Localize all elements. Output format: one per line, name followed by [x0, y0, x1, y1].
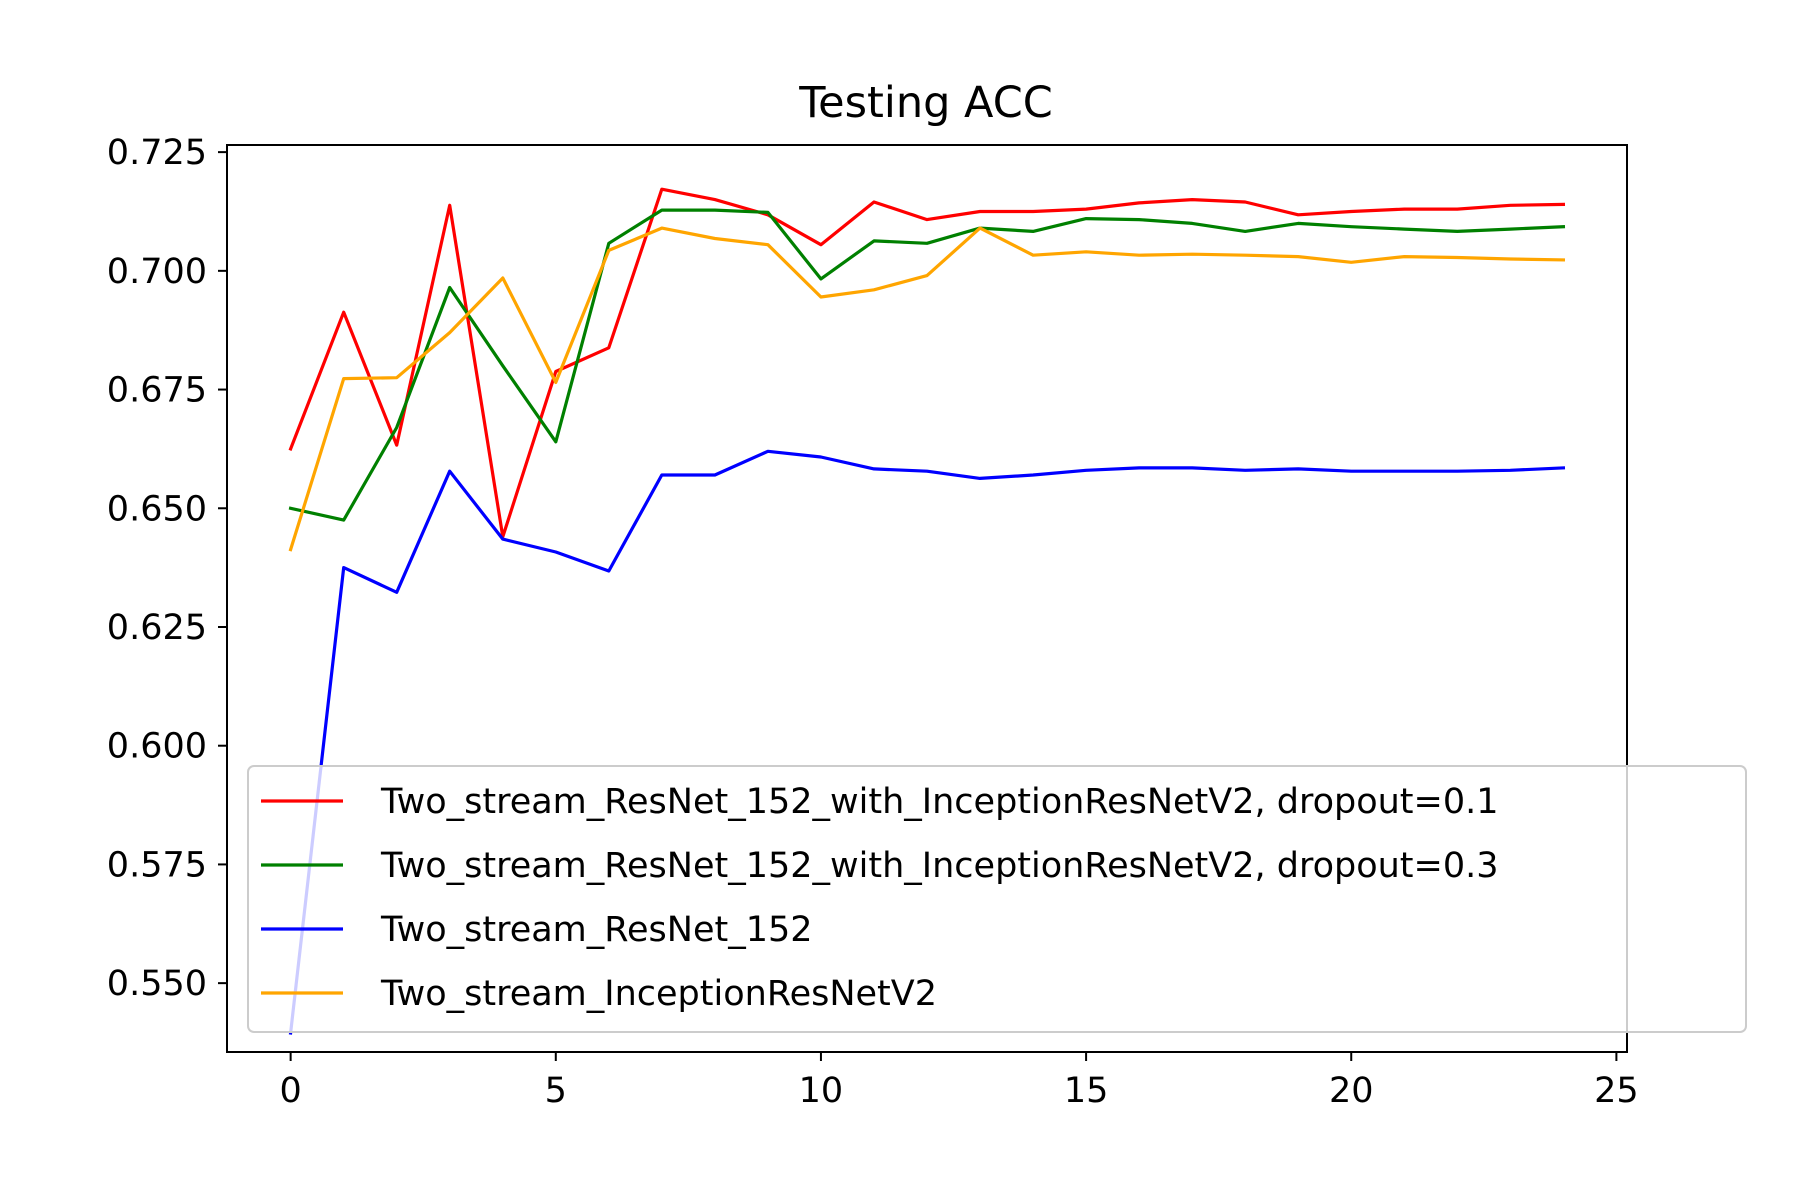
- x-axis: 0 5 10 15 20 25: [279, 1052, 1639, 1111]
- series-line-2: [288, 208, 1566, 522]
- y-tick-label: 0.625: [107, 608, 207, 648]
- y-tick-label: 0.575: [107, 845, 207, 885]
- chart-title: Testing ACC: [798, 78, 1053, 128]
- x-tick-label: 20: [1329, 1071, 1374, 1111]
- legend-entry-label: Two_stream_ResNet_152: [380, 910, 813, 950]
- series-line-4: [288, 226, 1566, 552]
- x-tick-label: 15: [1064, 1071, 1109, 1111]
- legend-entry-label: Two_stream_ResNet_152_with_InceptionResN…: [380, 782, 1499, 822]
- y-tick-label: 0.700: [107, 252, 207, 292]
- plot-lines: [288, 187, 1566, 1035]
- y-tick-label: 0.550: [107, 964, 207, 1004]
- series-line-3: [288, 449, 1566, 1035]
- legend-entry-label: Two_stream_InceptionResNetV2: [380, 974, 937, 1014]
- legend-box: [247, 765, 1747, 1033]
- x-tick-label: 5: [545, 1071, 567, 1111]
- x-tick-label: 0: [279, 1071, 301, 1111]
- axes-frame: [226, 144, 1628, 1053]
- x-tick-label: 10: [799, 1071, 844, 1111]
- y-tick-label: 0.600: [107, 727, 207, 767]
- y-axis: 0.550 0.575 0.600 0.625 0.650 0.675 0.700 0.725: [107, 133, 227, 1004]
- legend: Two_stream_ResNet_152_with_InceptionResN…: [247, 765, 1747, 1033]
- y-tick-label: 0.650: [107, 489, 207, 529]
- x-tick-label: 25: [1594, 1071, 1639, 1111]
- y-tick-label: 0.675: [107, 371, 207, 411]
- y-tick-label: 0.725: [107, 133, 207, 173]
- legend-entry-label: Two_stream_ResNet_152_with_InceptionResN…: [380, 846, 1499, 886]
